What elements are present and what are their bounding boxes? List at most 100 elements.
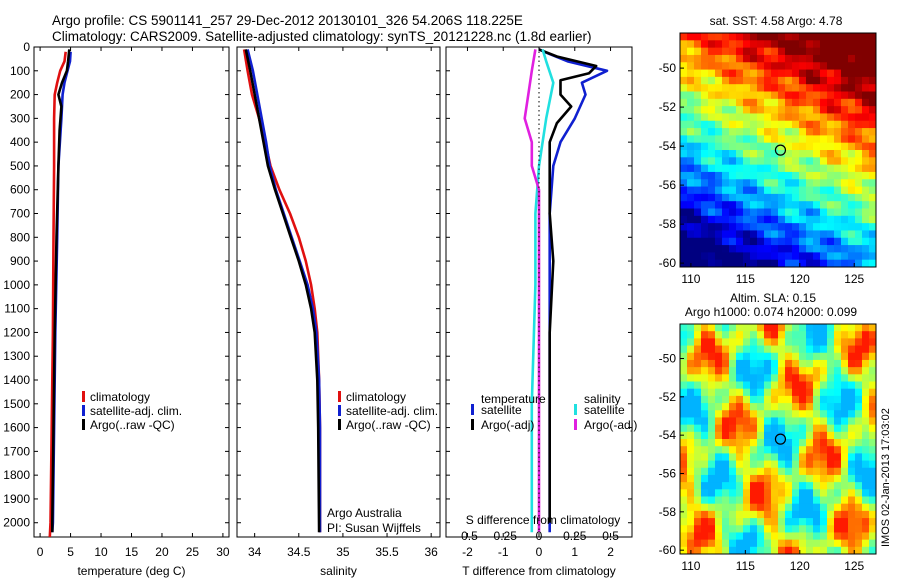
- map-cell: [771, 135, 779, 144]
- map-cell: [855, 215, 863, 224]
- map-cell: [757, 208, 765, 217]
- map-cell: [848, 142, 856, 151]
- map-cell: [764, 208, 772, 217]
- map-cell: [680, 223, 688, 232]
- map-cell: [680, 33, 688, 41]
- map-cell: [694, 324, 702, 332]
- map-cell: [841, 446, 849, 454]
- map-cell: [715, 388, 723, 397]
- map-cell: [778, 120, 786, 129]
- map-cell: [778, 215, 786, 224]
- map-cell: [834, 69, 842, 78]
- map-cell: [736, 331, 744, 339]
- series-line: [50, 49, 71, 533]
- map-cell: [757, 324, 765, 332]
- map-cell: [841, 76, 849, 85]
- map-cell: [694, 252, 702, 261]
- map-cell: [862, 201, 870, 210]
- map-cell: [806, 381, 814, 390]
- map-cell: [792, 193, 800, 202]
- map-cell: [722, 157, 730, 166]
- map-cell: [820, 208, 828, 217]
- map-cell: [820, 120, 828, 129]
- map-cell: [750, 98, 758, 107]
- map-cell: [862, 237, 870, 246]
- map-cell: [729, 135, 737, 144]
- map-cell: [715, 84, 723, 93]
- map-cell: [715, 150, 723, 158]
- map-cell: [841, 69, 849, 78]
- map-cell: [701, 223, 709, 232]
- map-cell: [806, 33, 814, 41]
- map-cell: [806, 324, 814, 332]
- map-cell: [743, 193, 751, 202]
- map-cell: [715, 496, 723, 505]
- map-cell: [736, 345, 744, 354]
- map-cell: [694, 417, 702, 426]
- map-cell: [834, 474, 842, 483]
- map-cell: [792, 150, 800, 158]
- map-cell: [680, 410, 688, 419]
- legend-swatch: [82, 405, 85, 416]
- map-cell: [687, 135, 695, 144]
- map-cell: [778, 62, 786, 71]
- map-cell: [701, 374, 709, 383]
- y-tick-label: 1000: [3, 278, 30, 292]
- map-cell: [736, 532, 744, 541]
- map-cell: [792, 388, 800, 397]
- map-cell: [764, 98, 772, 107]
- map-cell: [862, 33, 870, 41]
- map-cell: [862, 503, 870, 512]
- map-cell: [862, 352, 870, 361]
- map-cell: [806, 525, 814, 534]
- map-cell: [687, 395, 695, 404]
- map-cell: [778, 186, 786, 195]
- map-cell: [869, 186, 876, 195]
- map-cell: [701, 482, 709, 490]
- map-cell: [841, 142, 849, 151]
- map-cell: [736, 539, 744, 548]
- y-tick-label: -60: [659, 543, 677, 557]
- map-cell: [799, 54, 807, 63]
- map-cell: [848, 446, 856, 454]
- map-cell: [729, 106, 737, 115]
- map-cell: [869, 510, 876, 519]
- map-cell: [757, 510, 765, 519]
- map-cell: [799, 157, 807, 166]
- map-cell: [729, 431, 737, 440]
- map-cell: [834, 245, 842, 253]
- map-cell: [785, 338, 793, 347]
- map-cell: [792, 381, 800, 390]
- map-cell: [778, 359, 786, 368]
- map-cell: [687, 201, 695, 210]
- legend-swatch: [338, 405, 341, 416]
- map-cell: [750, 367, 758, 375]
- map-cell: [785, 179, 793, 188]
- map-cell: [715, 237, 723, 246]
- map-cell: [813, 510, 821, 519]
- map-cell: [820, 230, 828, 239]
- map-cell: [764, 367, 772, 375]
- map-cell: [792, 62, 800, 71]
- map-cell: [722, 245, 730, 253]
- map-cell: [841, 135, 849, 144]
- map-cell: [729, 503, 737, 512]
- map-cell: [799, 338, 807, 347]
- map-cell: [862, 120, 870, 129]
- map-cell: [813, 142, 821, 151]
- map-cell: [722, 106, 730, 115]
- map-cell: [813, 201, 821, 210]
- map-cell: [869, 142, 876, 151]
- map-cell: [743, 106, 751, 115]
- map-cell: [785, 98, 793, 107]
- map-cell: [764, 128, 772, 136]
- map-cell: [799, 91, 807, 100]
- argo-position-marker: [774, 144, 787, 156]
- map-cell: [771, 150, 779, 158]
- map-cell: [764, 186, 772, 195]
- map-cell: [743, 381, 751, 390]
- map-cell: [834, 446, 842, 454]
- map-cell: [764, 460, 772, 469]
- map-cell: [862, 135, 870, 144]
- map-cell: [827, 474, 835, 483]
